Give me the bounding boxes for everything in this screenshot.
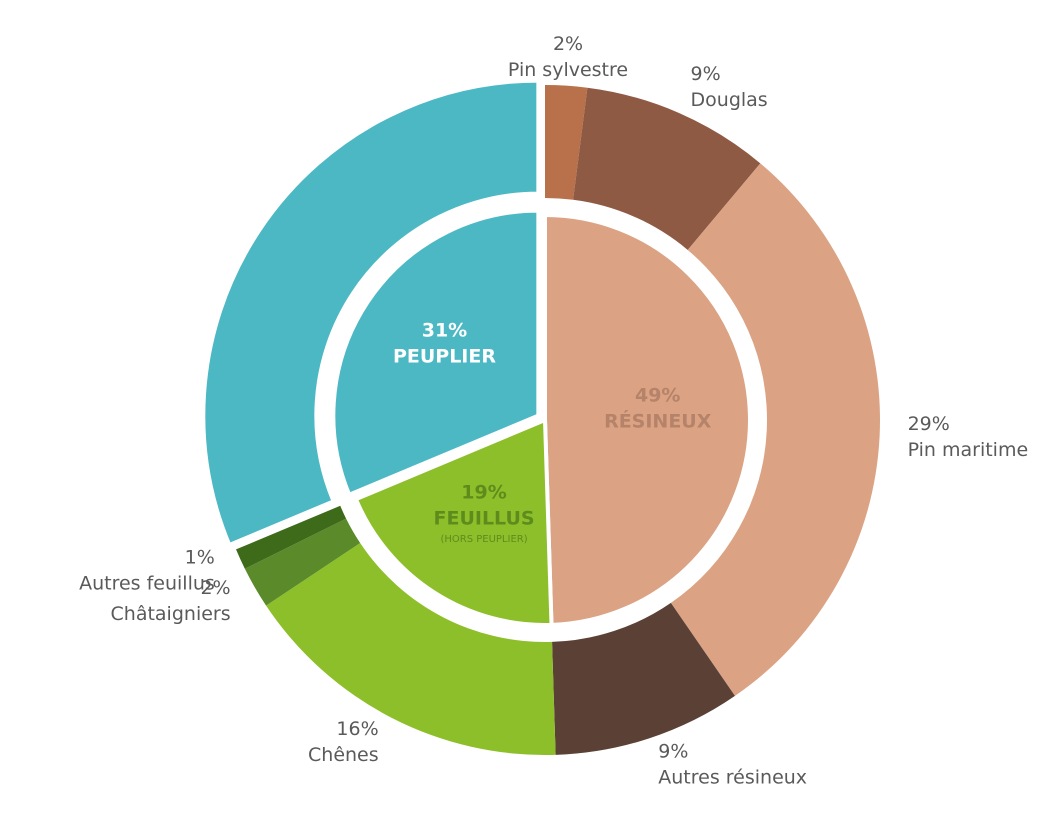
outer-slice (244, 518, 361, 606)
inner-category-label: PEUPLIER (393, 346, 496, 368)
inner-slice (353, 417, 554, 627)
inner-value-label: 31% (422, 320, 467, 342)
inner-note: (HORS PEUPLIER) (440, 534, 527, 545)
inner-slice (331, 208, 541, 498)
outer-category-label: Autres résineux (658, 766, 807, 788)
outer-category-label: Autres feuillus (79, 572, 215, 594)
outer-category-label: Pin sylvestre (508, 59, 628, 81)
outer-value-label: 9% (658, 740, 688, 762)
outer-category-label: Chênes (308, 744, 379, 766)
outer-slice (236, 505, 347, 569)
outer-slice (201, 78, 541, 548)
outer-value-label: 2% (553, 33, 583, 55)
outer-category-label: Châtaigniers (111, 603, 231, 625)
outer-value-label: 16% (336, 718, 378, 740)
outer-slice (266, 542, 556, 756)
inner-value-label: 19% (461, 481, 506, 503)
outer-value-label: 2% (200, 577, 230, 599)
outer-slice (552, 602, 735, 755)
outer-slice (670, 163, 880, 696)
outer-value-label: 9% (691, 63, 721, 85)
inner-category-label: RÉSINEUX (604, 410, 712, 433)
outer-category-label: Douglas (691, 89, 768, 111)
outer-slice (545, 85, 588, 200)
inner-value-label: 49% (635, 385, 680, 407)
inner-category-label: FEUILLUS (433, 507, 534, 529)
outer-value-label: 1% (185, 546, 215, 568)
outer-category-label: Pin maritime (908, 439, 1029, 461)
inner-slice (543, 212, 752, 627)
outer-value-label: 29% (908, 413, 950, 435)
outer-slice (573, 87, 761, 250)
